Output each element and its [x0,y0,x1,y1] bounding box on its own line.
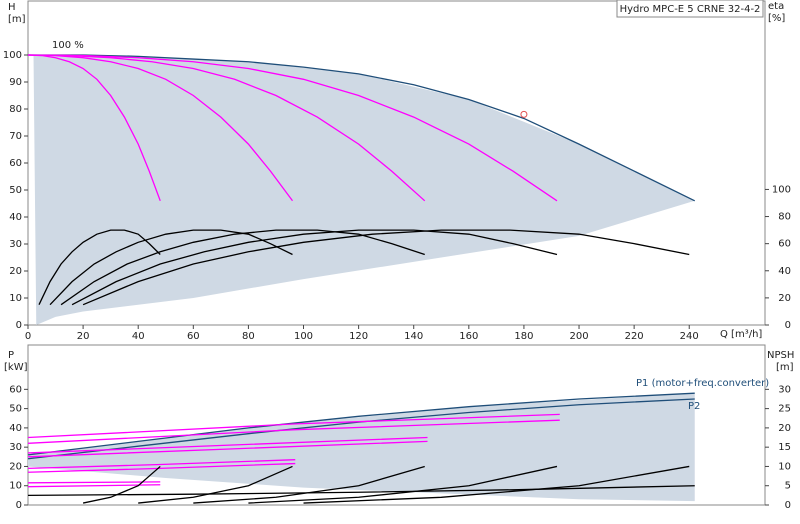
secondary-curve [138,465,293,504]
y2-tick-label: 20 [778,423,791,434]
y-tick-label: 0 [16,320,22,331]
x-tick-label: 160 [459,331,478,342]
x-tick-label: 0 [25,331,31,342]
series-label: P2 [688,401,700,412]
y2-tick-label: 25 [778,404,791,415]
y-tick-label: 10 [9,481,22,492]
y-tick-label: 10 [9,293,22,304]
y2-tick-label: 40 [778,266,791,277]
secondary-curve [193,465,425,504]
y2-tick-label: 15 [778,442,791,453]
x-tick-label: 60 [187,331,200,342]
operating-range [28,393,695,502]
y-tick-label: 60 [9,384,22,395]
y-tick-label: 40 [9,212,22,223]
y2-tick-label: 100 [772,184,791,195]
x-tick-label: 180 [514,331,533,342]
curve [28,54,696,202]
x-tick-label: 120 [349,331,368,342]
y-tick-label: 70 [9,131,22,142]
x-axis-label: Q [m³/h] [720,329,762,340]
y2-tick-label: 20 [778,293,791,304]
curve [27,436,428,454]
curve [27,54,426,202]
secondary-curve [49,229,293,306]
x-tick-label: 200 [569,331,588,342]
operating-range [33,55,695,325]
secondary-curve [248,465,558,504]
y-tick-label: 0 [16,500,22,511]
annotation: 100 % [52,40,84,51]
plot-layer: 0 20 40 60 80 100 120 140 160 180 200 220 2400102030… [3,50,791,511]
secondary-curve [82,229,690,306]
secondary-curve [82,465,161,504]
y-tick-label: 90 [9,77,22,88]
y2-tick-label: 10 [778,461,791,472]
y-tick-label: 80 [9,104,22,115]
curve [27,413,560,439]
x-tick-label: 40 [132,331,145,342]
y-tick-label: 30 [9,442,22,453]
duty-point [520,110,528,118]
y-axis-label: H [8,2,16,13]
secondary-curve [38,229,161,305]
y2-tick-label: 80 [778,212,791,223]
chart-title: Hydro MPC-E 5 CRNE 32-4-2 [620,4,761,15]
x-tick-label: 240 [680,331,699,342]
y2-axis-unit: [m] [776,362,794,373]
curve [27,54,558,202]
y-tick-label: 60 [9,158,22,169]
y2-tick-label: 0 [785,500,791,511]
curve [27,481,161,484]
y2-tick-label: 30 [778,384,791,395]
y-tick-label: 50 [9,185,22,196]
x-tick-label: 140 [404,331,423,342]
y2-axis-unit: [%] [768,13,785,24]
y-axis-unit: [m] [8,14,26,25]
y-tick-label: 50 [9,404,22,415]
y-tick-label: 20 [9,266,22,277]
curve [27,392,695,456]
y-tick-label: 30 [9,239,22,250]
y2-axis-label: NPSH [767,350,794,361]
y2-tick-label: 5 [785,481,791,492]
secondary-curve [27,485,695,497]
y-tick-label: 100 [3,50,22,61]
curve [27,462,296,473]
x-tick-label: 100 [294,331,313,342]
y-tick-label: 20 [9,461,22,472]
series-label: P1 (motor+freq.converter) [636,378,769,389]
curve [27,419,560,444]
x-tick-label: 80 [242,331,255,342]
curve [27,54,161,202]
curve [27,440,428,458]
y2-axis-label: eta [768,1,784,12]
y-axis-unit: [kW] [4,362,28,373]
y2-tick-label: 0 [785,320,791,331]
curve [27,54,294,202]
x-tick-label: 20 [77,331,90,342]
y2-tick-label: 60 [778,239,791,250]
y-tick-label: 40 [9,423,22,434]
y-axis-label: P [8,350,14,361]
secondary-curve [71,229,558,306]
secondary-curve [60,229,425,306]
curve [27,459,296,470]
x-tick-label: 220 [625,331,644,342]
secondary-curve [303,465,690,504]
title-box [616,0,764,18]
